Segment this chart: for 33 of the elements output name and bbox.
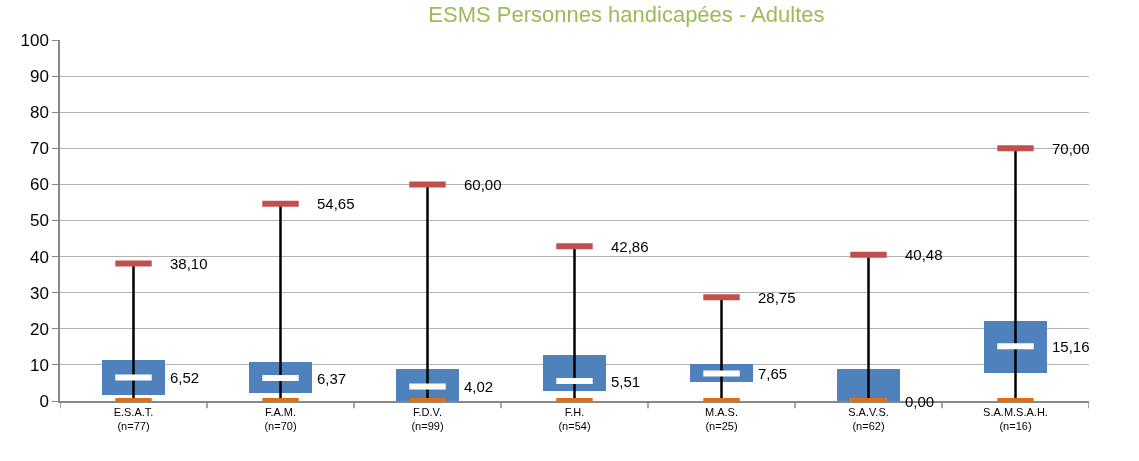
x-tick-label: S.A.V.S. (n=62) (848, 405, 889, 433)
annotation: 70,00 (1052, 140, 1090, 157)
x-tick-label: F.H. (n=54) (558, 405, 591, 433)
y-tick-label: 0 (39, 391, 49, 411)
chart-title: ESMS Personnes handicapées - Adultes (428, 2, 825, 28)
annotation: 6,52 (170, 369, 200, 386)
annotation: 15,16 (1052, 338, 1090, 355)
x-tick-label: M.A.S. (n=25) (704, 405, 739, 433)
y-tick-label: 100 (20, 30, 49, 50)
y-tick-label: 60 (29, 175, 49, 195)
annotation: 6,37 (317, 370, 347, 387)
y-tick-label: 50 (29, 211, 49, 231)
x-tick-label: S.A.M.S.A.H. (n=16) (983, 405, 1048, 433)
x-tick-label: F.A.M. (n=70) (264, 405, 297, 433)
annotation: 4,02 (464, 378, 494, 395)
annotation: 54,65 (317, 195, 355, 212)
x-tick-label: F.D.V. (n=99) (411, 405, 444, 433)
y-tick-label: 20 (29, 319, 49, 339)
y-tick-label: 80 (29, 103, 49, 123)
y-tick-label: 90 (29, 67, 49, 87)
y-tick-label: 10 (29, 355, 49, 375)
annotation: 38,10 (170, 255, 208, 272)
annotation: 7,65 (758, 365, 788, 382)
y-tick-label: 70 (29, 139, 49, 159)
annotation: 28,75 (758, 289, 796, 306)
annotation: 0,00 (905, 393, 935, 410)
y-tick-label: 40 (29, 247, 49, 267)
x-tick-label: E.S.A.T. (n=77) (113, 405, 154, 433)
annotation: 60,00 (464, 176, 502, 193)
annotation: 5,51 (611, 373, 641, 390)
y-tick-label: 30 (29, 283, 49, 303)
annotation: 40,48 (905, 246, 943, 263)
annotation: 42,86 (611, 238, 649, 255)
